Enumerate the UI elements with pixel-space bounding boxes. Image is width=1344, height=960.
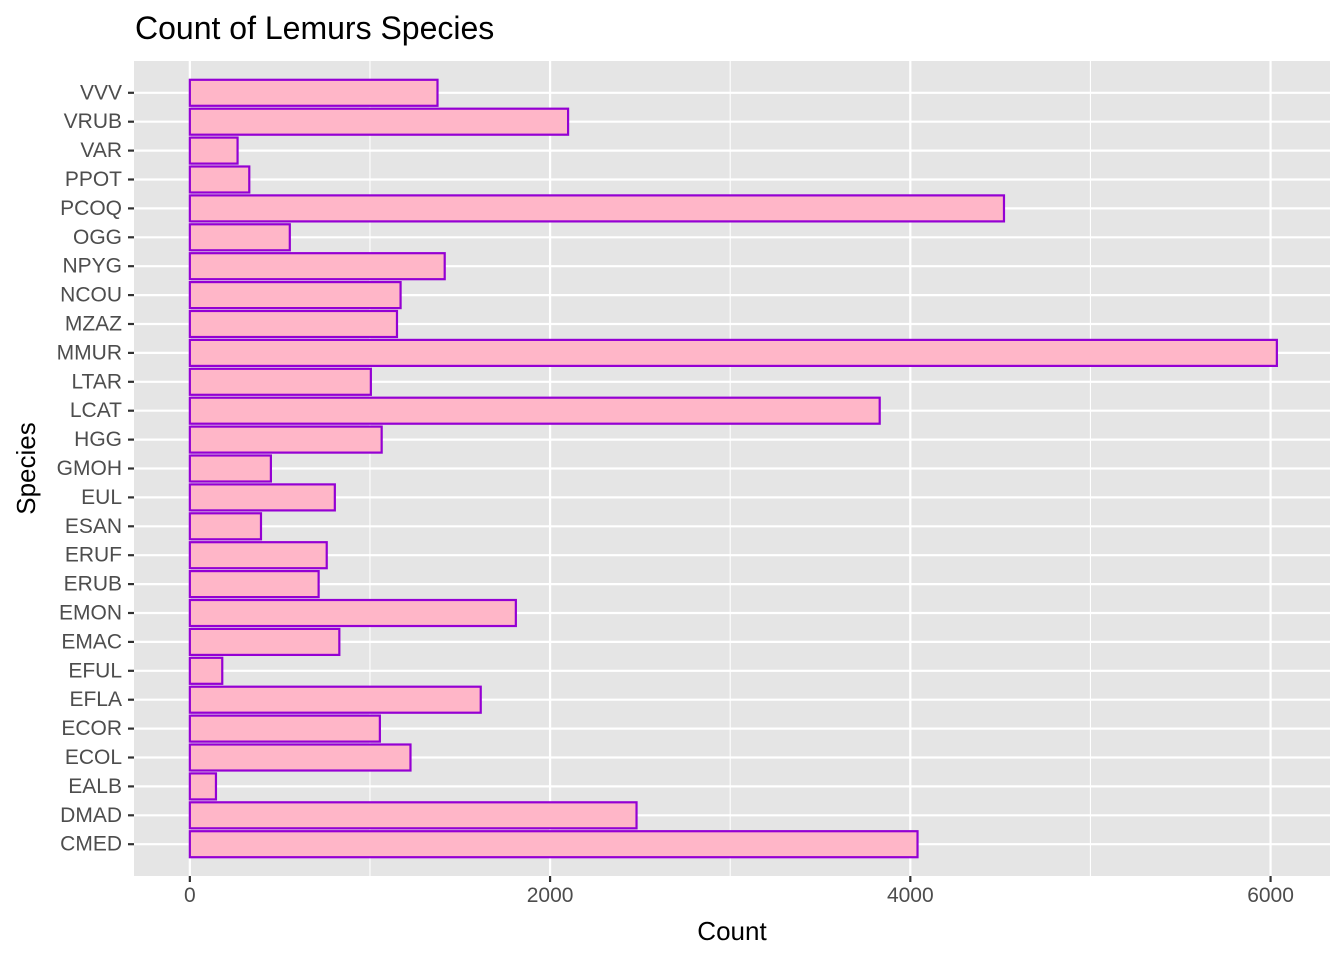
- chart-title: Count of Lemurs Species: [135, 10, 495, 46]
- bar-mmur: [188, 338, 1278, 368]
- bar-ecor: [188, 714, 381, 743]
- bar-mzaz: [188, 309, 399, 339]
- x-tick-label: 6000: [1247, 884, 1294, 907]
- bar-hgg: [188, 425, 383, 454]
- y-tick-label: EALB: [68, 775, 122, 798]
- y-tick-label: MZAZ: [65, 312, 122, 335]
- y-tick-label: PPOT: [65, 168, 122, 191]
- y-tick-label: VVV: [80, 81, 122, 104]
- y-tick-label: GMOH: [57, 457, 122, 480]
- bar-dmad: [188, 801, 638, 830]
- bar-vrub: [188, 107, 570, 136]
- bar-emac: [188, 627, 341, 657]
- y-tick-label: EFLA: [69, 688, 122, 711]
- y-tick-label: PCOQ: [60, 197, 122, 220]
- bar-efla: [188, 685, 482, 714]
- y-tick-label: HGG: [74, 428, 122, 451]
- y-tick-label: ERUB: [64, 573, 122, 596]
- bar-ppot: [188, 165, 251, 194]
- y-tick-label: DMAD: [60, 804, 122, 827]
- bar-ecol: [188, 743, 412, 772]
- bar-eful: [188, 656, 224, 685]
- bar-ncou: [188, 280, 402, 310]
- bar-lcat: [188, 396, 881, 425]
- bar-erub: [188, 569, 320, 599]
- y-tick-label: EUL: [81, 486, 122, 509]
- bar-eul: [188, 483, 336, 512]
- bar-gmoh: [188, 454, 272, 483]
- y-tick-label: ESAN: [65, 515, 122, 538]
- x-tick-label: 2000: [527, 884, 574, 907]
- bar-emon: [188, 598, 517, 628]
- x-tick-label: 4000: [887, 884, 934, 907]
- bar-ealb: [188, 772, 218, 801]
- x-tick-label: 0: [184, 884, 196, 907]
- y-tick-label: LCAT: [70, 399, 122, 422]
- bar-ltar: [188, 367, 372, 396]
- y-tick-label: LTAR: [71, 370, 122, 393]
- y-tick-label: CMED: [60, 833, 122, 856]
- bar-esan: [188, 512, 263, 541]
- y-tick-label: ECOL: [65, 746, 122, 769]
- bar-npyg: [188, 252, 446, 281]
- y-tick-label: EMON: [59, 602, 122, 625]
- bar-eruf: [188, 541, 328, 570]
- x-axis-title: Count: [697, 916, 767, 946]
- bar-cmed: [188, 830, 919, 859]
- bar-vvv: [188, 78, 439, 107]
- y-axis-title: Species: [11, 422, 41, 515]
- y-tick-label: EFUL: [68, 659, 122, 682]
- y-tick-label: MMUR: [57, 341, 122, 364]
- y-tick-label: ERUF: [65, 544, 122, 567]
- bar-var: [188, 136, 239, 165]
- y-tick-label: NCOU: [60, 284, 122, 307]
- y-tick-label: ECOR: [61, 717, 122, 740]
- y-tick-label: VRUB: [64, 110, 122, 133]
- bar-pcoq: [188, 194, 1006, 223]
- y-tick-label: OGG: [73, 226, 122, 249]
- y-tick-label: VAR: [80, 139, 122, 162]
- y-tick-label: NPYG: [62, 255, 122, 278]
- y-tick-label: EMAC: [61, 630, 122, 653]
- bar-ogg: [188, 223, 291, 252]
